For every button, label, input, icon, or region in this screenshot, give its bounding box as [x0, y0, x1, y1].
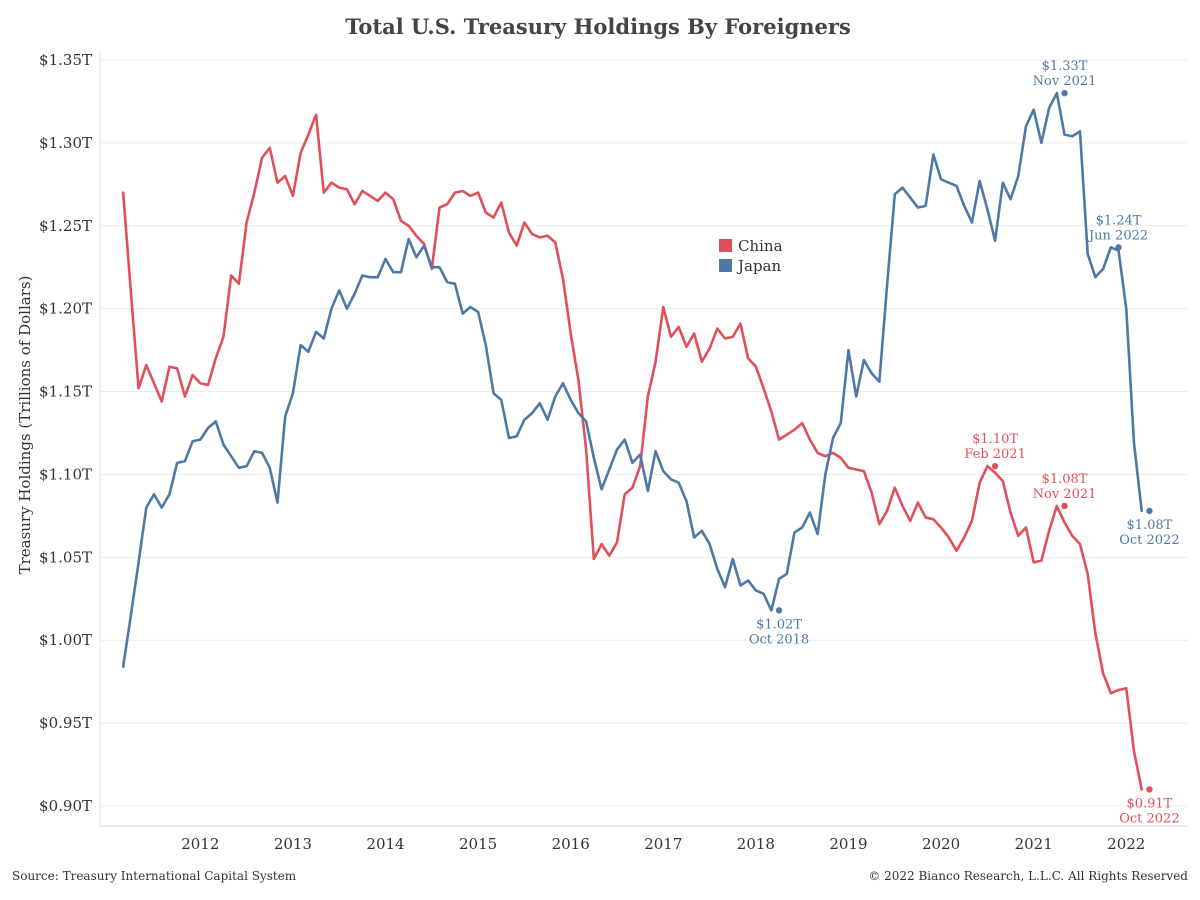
annotation-label: Feb 2021	[964, 447, 1026, 462]
annotation-marker	[1061, 502, 1068, 510]
y-tick-label: $1.00T	[39, 631, 92, 649]
annotation-marker	[1146, 786, 1153, 793]
annotation-marker	[991, 462, 999, 470]
x-tick-label: 2013	[274, 835, 312, 853]
annotation-label: $1.08T	[1042, 472, 1088, 487]
x-tick-label: 2018	[737, 835, 775, 853]
legend-label-china: China	[738, 237, 783, 255]
annotation-marker	[1061, 89, 1068, 97]
annotation-marker	[775, 607, 783, 614]
annotation-label: Oct 2022	[1119, 533, 1179, 548]
x-tick-label: 2022	[1107, 835, 1145, 853]
x-tick-label: 2021	[1015, 835, 1053, 853]
x-tick-label: 2016	[552, 835, 590, 853]
copyright-note: © 2022 Bianco Research, L.L.C. All Right…	[868, 869, 1188, 883]
x-tick-label: 2012	[181, 835, 219, 853]
annotation-label: $1.33T	[1042, 59, 1088, 74]
annotation-label: Nov 2021	[1033, 74, 1097, 89]
source-note: Source: Treasury International Capital S…	[12, 869, 297, 883]
annotation-marker	[1146, 507, 1153, 515]
annotation-marker	[1115, 244, 1122, 251]
annotation-label: $0.91T	[1126, 796, 1172, 811]
y-tick-label: $1.10T	[39, 465, 92, 483]
y-tick-label: $0.90T	[39, 797, 92, 815]
annotation-label: $1.10T	[972, 432, 1018, 447]
series-line-japan	[121, 91, 1143, 669]
annotation-label: Jun 2022	[1087, 228, 1148, 243]
annotation-label: $1.08T	[1126, 518, 1172, 533]
annotation-label: Oct 2022	[1119, 811, 1179, 826]
annotation-label: Nov 2021	[1033, 487, 1097, 502]
annotation-label: Oct 2018	[749, 632, 809, 647]
y-tick-label: $1.05T	[39, 548, 92, 566]
chart-title: Total U.S. Treasury Holdings By Foreigne…	[345, 14, 851, 39]
legend-swatch-china	[719, 239, 732, 252]
x-tick-label: 2019	[829, 835, 867, 853]
y-axis-title: Treasury Holdings (Trillions of Dollars)	[16, 276, 34, 575]
x-tick-label: 2020	[922, 835, 960, 853]
series-line-china	[121, 113, 1143, 791]
annotation-label: $1.02T	[756, 617, 802, 632]
y-tick-label: $1.35T	[39, 51, 92, 69]
y-tick-label: $1.15T	[39, 383, 92, 401]
legend-label-japan: Japan	[736, 257, 782, 275]
y-tick-label: $1.25T	[39, 217, 92, 235]
y-tick-label: $1.30T	[39, 134, 92, 152]
y-tick-label: $0.95T	[39, 714, 92, 732]
x-tick-label: 2017	[644, 835, 682, 853]
annotation-label: $1.24T	[1096, 213, 1142, 228]
legend-swatch-japan	[719, 259, 732, 272]
line-chart: $0.90T $0.95T $1.00T $1.05T $1.10T $1.15T $1.2…	[16, 51, 1200, 853]
x-tick-label: 2014	[366, 835, 404, 853]
x-tick-label: 2015	[459, 835, 497, 853]
y-tick-label: $1.20T	[39, 300, 92, 318]
